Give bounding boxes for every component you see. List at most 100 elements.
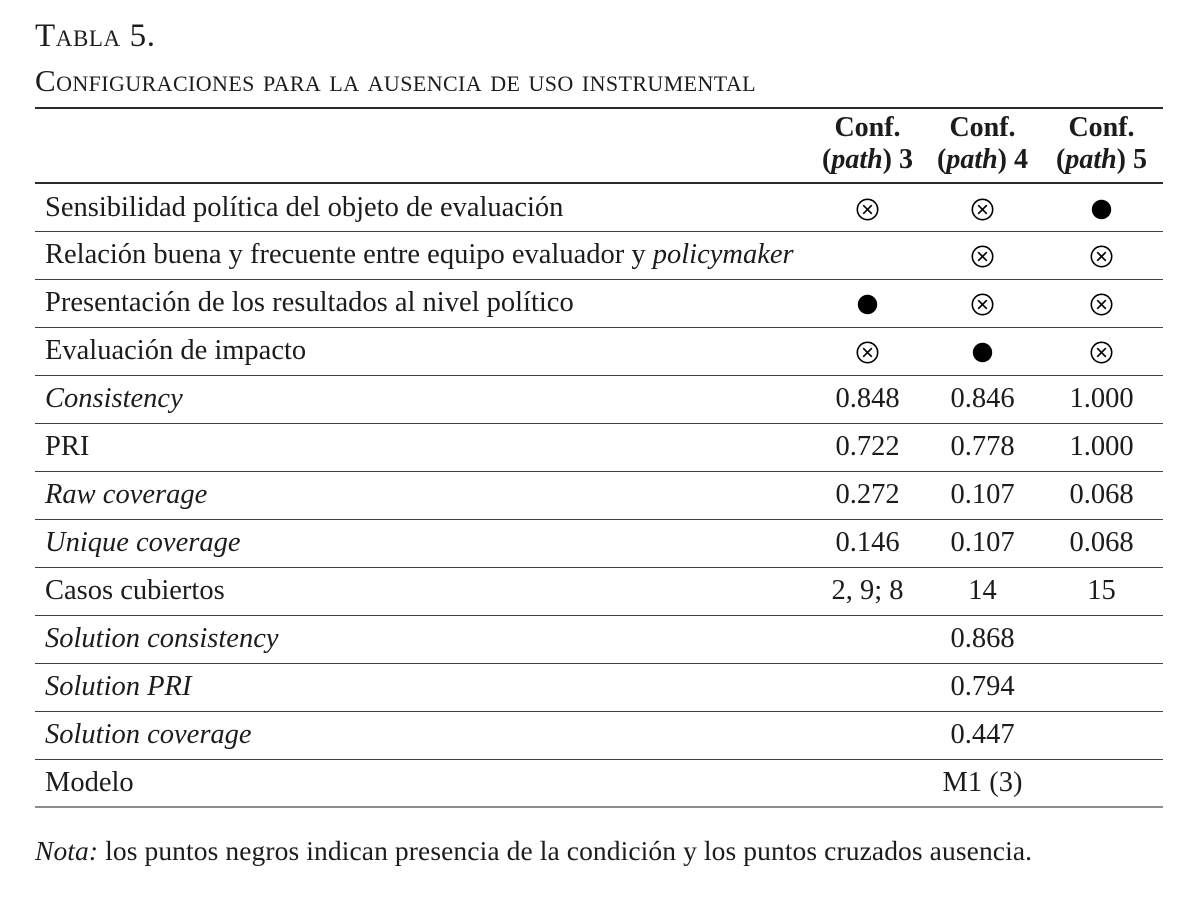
symbol-cell <box>810 279 925 328</box>
symbol-cell <box>1040 231 1163 280</box>
italic-segment: Solution PRI <box>45 671 192 703</box>
italic-segment: Unique coverage <box>45 527 241 559</box>
empty-cell <box>1040 663 1163 712</box>
table-row: Modelo M1 (3) <box>35 759 1163 809</box>
conf-label: Conf. <box>834 112 901 143</box>
value-cell: 0.447 <box>925 711 1040 760</box>
empty-cell <box>810 759 925 809</box>
value-cell: 0.107 <box>925 471 1040 520</box>
crossed-circle-icon <box>971 245 994 268</box>
text-segment: ) 4 <box>997 144 1028 176</box>
value-cell: 14 <box>925 567 1040 616</box>
value-cell: 2, 9; 8 <box>810 567 925 616</box>
italic-segment: policymaker <box>652 239 794 271</box>
row-label: Solution PRI <box>35 663 810 712</box>
table-row: Unique coverage 0.146 0.107 0.068 <box>35 519 1163 568</box>
empty-cell <box>1040 711 1163 760</box>
italic-segment: Raw coverage <box>45 479 208 511</box>
row-label: Unique coverage <box>35 519 810 568</box>
text-segment: ) 3 <box>882 144 913 176</box>
value-cell: 0.722 <box>810 423 925 472</box>
symbol-cell <box>1040 279 1163 328</box>
italic-segment: path <box>946 144 998 176</box>
crossed-circle-icon <box>971 198 994 221</box>
text-segment: Presentación de los resultados al nivel … <box>45 287 574 319</box>
results-table: Conf. (path) 3 Conf. (path) 4 Conf. (pat… <box>35 107 1163 809</box>
filled-circle-icon <box>1091 199 1112 219</box>
table-row: Consistency 0.848 0.846 1.000 <box>35 375 1163 424</box>
crossed-circle-icon <box>856 341 879 364</box>
table-header: Conf. (path) 3 Conf. (path) 4 Conf. (pat… <box>35 107 1163 185</box>
empty-cell <box>1040 615 1163 664</box>
value-cell: 0.794 <box>925 663 1040 712</box>
table-row: Solution coverage 0.447 <box>35 711 1163 760</box>
text-segment: ( <box>821 144 832 176</box>
symbol-cell <box>925 327 1040 376</box>
symbol-cell <box>925 279 1040 328</box>
value-cell: 0.272 <box>810 471 925 520</box>
row-label: Modelo <box>35 759 810 809</box>
row-label: Solution coverage <box>35 711 810 760</box>
crossed-circle-icon <box>856 198 879 221</box>
table-row: Evaluación de impacto <box>35 327 1163 376</box>
text-segment: Relación buena y frecuente entre equipo … <box>45 239 653 271</box>
conf-label: Conf. <box>1068 112 1135 143</box>
value-cell: 0.068 <box>1040 471 1163 520</box>
value-cell: 0.868 <box>925 615 1040 664</box>
table-row: Casos cubiertos 2, 9; 8 14 15 <box>35 567 1163 616</box>
page: Tabla 5. Configuraciones para la ausenci… <box>35 18 1163 867</box>
text-segment: ( <box>1055 144 1066 176</box>
value-cell: 15 <box>1040 567 1163 616</box>
conf-path-label: (path) 5 <box>1040 145 1163 174</box>
empty-cell <box>810 663 925 712</box>
italic-segment: Consistency <box>45 383 183 415</box>
value-cell: 0.146 <box>810 519 925 568</box>
table-number-title: Tabla 5. <box>35 18 156 54</box>
table-row: PRI 0.722 0.778 1.000 <box>35 423 1163 472</box>
conf-path-label: (path) 3 <box>810 145 925 174</box>
column-header-conf-5: Conf. (path) 5 <box>1040 107 1163 185</box>
crossed-circle-icon <box>1090 293 1113 316</box>
row-label: Evaluación de impacto <box>35 327 810 376</box>
empty-cell <box>810 615 925 664</box>
table-row: Solution PRI 0.794 <box>35 663 1163 712</box>
table-subtitle: Configuraciones para la ausencia de uso … <box>35 63 756 99</box>
row-label: Relación buena y frecuente entre equipo … <box>35 231 810 280</box>
symbol-cell <box>1040 327 1163 376</box>
crossed-circle-icon <box>971 293 994 316</box>
italic-segment: Nota: <box>35 835 99 867</box>
text-segment: los puntos negros indican presencia de l… <box>98 835 1033 867</box>
value-cell: 0.778 <box>925 423 1040 472</box>
italic-segment: Solution consistency <box>45 623 279 655</box>
column-header-label-empty <box>35 107 810 185</box>
row-label: Presentación de los resultados al nivel … <box>35 279 810 328</box>
table-body: Sensibilidad política del objeto de eval… <box>35 183 1163 809</box>
text-segment: Sensibilidad política del objeto de eval… <box>45 191 564 223</box>
text-segment: ) 5 <box>1116 144 1147 176</box>
value-cell: M1 (3) <box>925 759 1040 809</box>
crossed-circle-icon <box>1090 245 1113 268</box>
italic-segment: path <box>831 144 883 176</box>
filled-circle-icon <box>857 295 878 315</box>
table-row: Presentación de los resultados al nivel … <box>35 279 1163 328</box>
footnote: Nota: los puntos negros indican presenci… <box>35 835 1163 867</box>
row-label: Casos cubiertos <box>35 567 810 616</box>
symbol-cell <box>925 231 1040 280</box>
text-segment: Modelo <box>45 767 134 799</box>
row-label: PRI <box>35 423 810 472</box>
italic-segment: path <box>1065 144 1117 176</box>
text-segment: Casos cubiertos <box>45 575 225 607</box>
text-segment: Evaluación de impacto <box>45 335 307 367</box>
crossed-circle-icon <box>1090 341 1113 364</box>
empty-cell <box>810 231 925 280</box>
table-row: Sensibilidad política del objeto de eval… <box>35 183 1163 232</box>
row-label: Raw coverage <box>35 471 810 520</box>
table-row: Raw coverage 0.272 0.107 0.068 <box>35 471 1163 520</box>
row-label: Solution consistency <box>35 615 810 664</box>
header-row: Conf. (path) 3 Conf. (path) 4 Conf. (pat… <box>35 107 1163 185</box>
row-label: Sensibilidad política del objeto de eval… <box>35 183 810 232</box>
empty-cell <box>810 711 925 760</box>
value-cell: 1.000 <box>1040 375 1163 424</box>
symbol-cell <box>810 183 925 232</box>
text-segment: PRI <box>45 431 90 463</box>
